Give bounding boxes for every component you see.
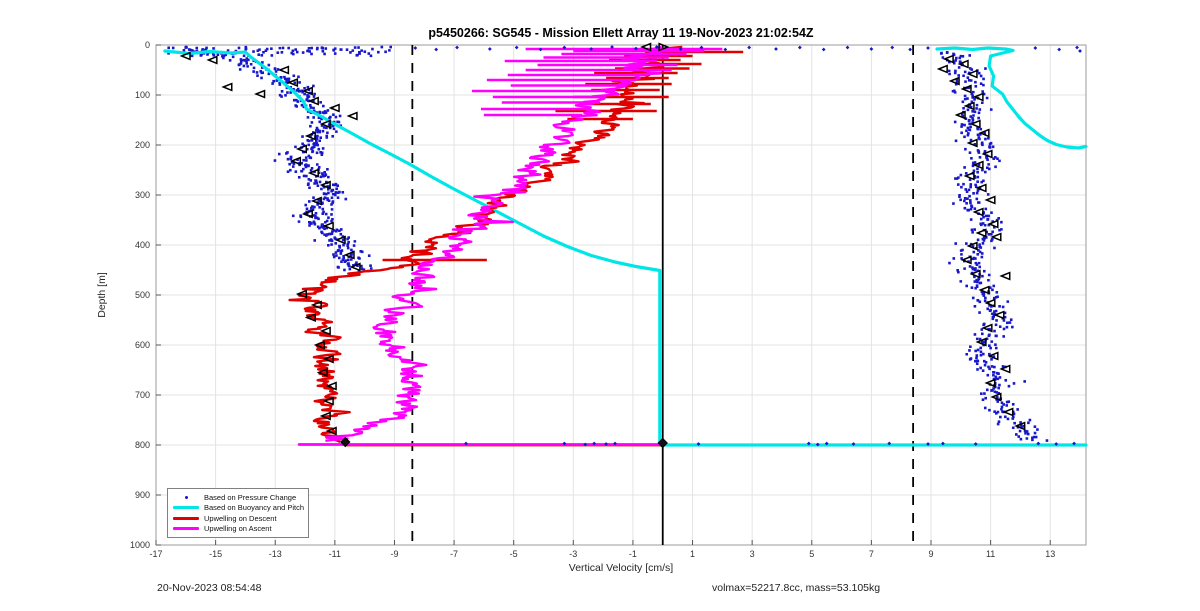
y-tick-label: 700 — [135, 390, 150, 400]
reference-lines — [411, 45, 915, 545]
y-tick-label: 300 — [135, 190, 150, 200]
legend-label: Upwelling on Descent — [204, 513, 277, 523]
footer-timestamp: 20-Nov-2023 08:54:48 — [157, 582, 262, 594]
legend-box: Based on Pressure Change Based on Buoyanc… — [167, 488, 309, 538]
y-tick-label: 100 — [135, 90, 150, 100]
legend-label: Based on Pressure Change — [204, 492, 297, 502]
plot-title: p5450266: SG545 - Mission Ellett Array 1… — [428, 26, 814, 40]
y-axis-label: Depth [m] — [96, 272, 108, 318]
axes: -17 -15 -13 -11 -9 -7 -5 -3 -1 1 3 5 7 9 11 13010020030… — [130, 40, 1087, 559]
x-tick-label: 9 — [928, 549, 933, 559]
x-tick-label: -5 — [510, 549, 518, 559]
x-tick-label: 1 — [690, 549, 695, 559]
legend-line-marker — [168, 506, 204, 510]
y-tick-label: 500 — [135, 290, 150, 300]
x-tick-label: -1 — [629, 549, 637, 559]
series-buoyancy-line — [163, 46, 1088, 447]
legend-line-marker — [168, 516, 204, 520]
y-tick-label: 1000 — [130, 540, 150, 550]
y-tick-label: 600 — [135, 340, 150, 350]
x-tick-label: 5 — [809, 549, 814, 559]
legend-item-3: Upwelling on Ascent — [168, 524, 308, 535]
series-pressure-scatter — [167, 45, 1049, 442]
y-tick-label: 900 — [135, 490, 150, 500]
legend-item-1: Based on Buoyancy and Pitch — [168, 503, 308, 514]
footer-volmax-mass: volmax=52217.8cc, mass=53.105kg — [712, 582, 881, 594]
x-tick-label: -3 — [569, 549, 577, 559]
legend-item-0: Based on Pressure Change — [168, 492, 308, 503]
legend-swatch — [173, 516, 199, 520]
legend-item-2: Upwelling on Descent — [168, 513, 308, 524]
y-tick-label: 0 — [145, 40, 150, 50]
direction-markers — [179, 42, 1026, 449]
legend-line-marker — [168, 527, 204, 531]
legend-label: Based on Buoyancy and Pitch — [204, 503, 305, 513]
x-axis-label: Vertical Velocity [cm/s] — [568, 562, 674, 574]
x-tick-label: -15 — [209, 549, 222, 559]
legend-label: Upwelling on Ascent — [204, 524, 272, 534]
y-tick-label: 400 — [135, 240, 150, 250]
x-tick-label: -9 — [390, 549, 398, 559]
series-upwelling-ascent — [297, 45, 723, 446]
x-tick-label: 13 — [1045, 549, 1055, 559]
x-tick-label: -11 — [329, 549, 341, 559]
x-tick-label: 7 — [869, 549, 874, 559]
legend-swatch — [173, 527, 199, 531]
y-tick-label: 800 — [135, 440, 150, 450]
x-tick-label: -7 — [450, 549, 458, 559]
y-tick-label: 200 — [135, 140, 150, 150]
x-tick-label: -13 — [269, 549, 282, 559]
x-tick-label: 3 — [750, 549, 755, 559]
legend-dot-marker — [168, 495, 204, 499]
x-tick-label: -17 — [149, 549, 162, 559]
legend-swatch — [184, 495, 188, 499]
legend-swatch — [173, 506, 199, 510]
series-upwelling-descent — [288, 45, 744, 447]
x-tick-label: 11 — [986, 549, 995, 559]
